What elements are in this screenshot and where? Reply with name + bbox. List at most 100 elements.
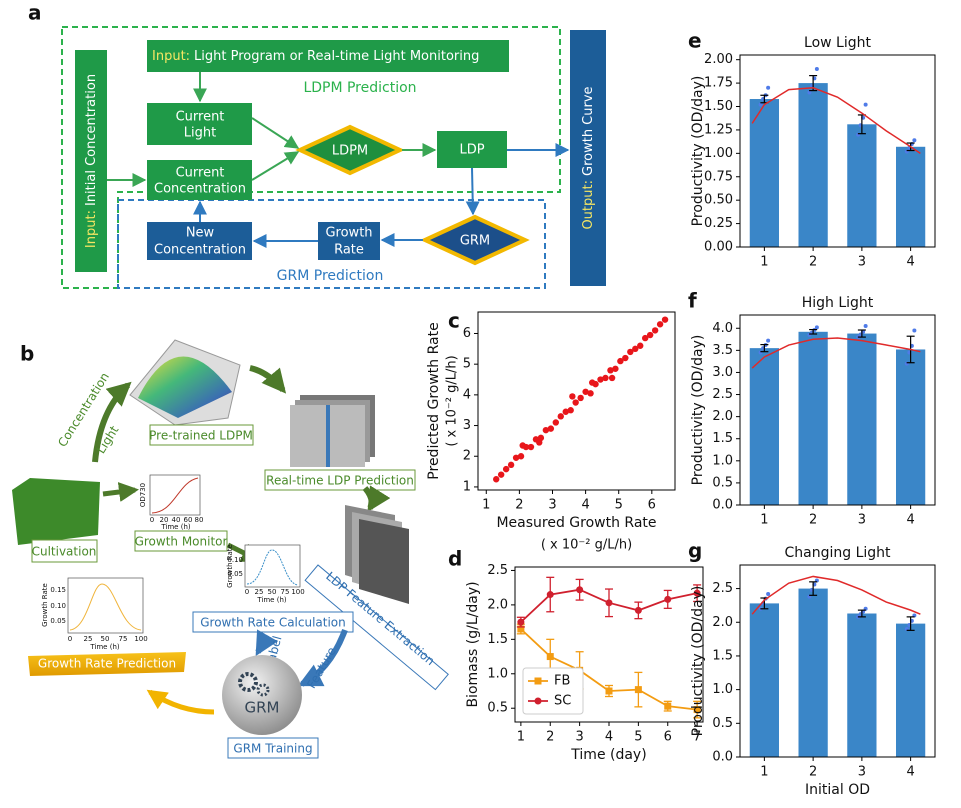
y-tick-label: 0.00 [704, 240, 733, 255]
x-tick-label: 1 [760, 765, 768, 780]
mini-ylabel: OD730 [139, 483, 147, 507]
arrow [297, 628, 348, 687]
y-tick-label: 0.0 [712, 498, 733, 513]
x-tick-label: 3 [858, 765, 866, 780]
point [589, 379, 596, 386]
x-tick-label: 2 [809, 255, 817, 270]
point [542, 426, 550, 434]
x-tick-label: 4 [581, 498, 589, 513]
y-tick-label: 2.0 [487, 597, 508, 612]
marker [546, 591, 554, 599]
ldp-highlight [326, 405, 330, 467]
node-text: Current [176, 110, 225, 125]
marker [634, 686, 642, 694]
y-tick-label: 1.50 [704, 99, 733, 114]
y-tick-label: 6 [463, 326, 471, 341]
x-tick-label: 4 [906, 765, 914, 780]
y-tick-label: 1.75 [704, 76, 733, 91]
mini-xlabel: Time (h) [256, 596, 287, 604]
node [147, 103, 252, 145]
point [632, 345, 639, 353]
x-tick-label: 2 [809, 765, 817, 780]
fit-curve [751, 337, 921, 369]
y-tick-label: 0.25 [704, 216, 733, 231]
node-text: Concentration [154, 243, 246, 258]
mini-tick: 40 [172, 516, 181, 524]
marker [605, 599, 613, 607]
label: Pre-trained LDPM [149, 429, 253, 443]
label: GRM Training [233, 742, 312, 756]
node [147, 160, 252, 200]
mini-ylabel: Growth Rate [226, 544, 234, 588]
point [502, 465, 510, 473]
mini-tick: 0 [245, 588, 249, 596]
y-tick-label: 5 [463, 357, 471, 372]
chart-title: Low Light [804, 35, 871, 51]
marker [517, 618, 525, 626]
mini-tick: 0.15 [50, 586, 66, 594]
marker [693, 589, 701, 597]
bar [798, 588, 828, 757]
label-box [149, 424, 254, 446]
bar [798, 331, 828, 505]
node-text: Concentration [154, 182, 246, 197]
mini-tick: 25 [255, 588, 264, 596]
mini-tick: 80 [195, 516, 204, 524]
point [512, 454, 520, 461]
marker [693, 706, 701, 714]
point [552, 419, 560, 426]
marker [605, 687, 613, 695]
replicate-point [814, 325, 819, 330]
mini-tick: 0.05 [227, 570, 243, 578]
y-tick-label: 4 [463, 387, 471, 402]
y-tick-label: 0.75 [704, 169, 733, 184]
mini-curve [69, 583, 142, 631]
y-tick-label: 2.0 [712, 615, 733, 630]
panel-label: d [448, 547, 462, 571]
point [637, 342, 644, 349]
panel-label: e [688, 29, 702, 53]
y-tick-label: 2.0 [712, 409, 733, 424]
point [587, 390, 594, 397]
cultivation-tank [12, 478, 100, 545]
bar [749, 603, 779, 757]
y-tick-label: 1.25 [704, 122, 733, 137]
point [661, 316, 669, 323]
y-tick-label: 1.5 [712, 431, 733, 446]
mini-tick: 0.10 [227, 556, 243, 564]
point [507, 461, 515, 469]
prediction-banner [28, 652, 186, 676]
mini-tick: 75 [281, 588, 290, 596]
output-bar [570, 30, 606, 286]
plot-frame [739, 564, 936, 758]
y-tick-label: 0.5 [487, 701, 508, 716]
input-text: Input: Light Program or Real-time Light M… [152, 49, 479, 64]
arrow [362, 485, 391, 513]
x-axis-label: Initial OD [805, 782, 870, 798]
mini-tick: 0.10 [50, 602, 66, 610]
region-title: LDPM Prediction [303, 80, 416, 96]
marker [634, 606, 642, 614]
mini-ylabel: Growth Rate [41, 583, 49, 627]
y-tick-label: 1.00 [704, 146, 733, 161]
node-text: LDP [459, 143, 484, 158]
x-tick-label: 3 [575, 730, 583, 745]
y-tick-label: 1.0 [712, 682, 733, 697]
point [577, 394, 584, 402]
mini-od: OD730 0 20 40 60 80 Time (h) [139, 474, 204, 531]
mini-tick: 25 [84, 635, 93, 643]
legend-box [522, 667, 584, 715]
point [646, 331, 654, 339]
diagram-a: Input: Light Program or Real-time Light M… [61, 26, 606, 289]
legend-label: FB [554, 674, 570, 689]
chart-title: High Light [802, 295, 874, 311]
mini-tick: 60 [184, 516, 193, 524]
mini-frame [244, 544, 301, 588]
x-tick-label: 2 [546, 730, 554, 745]
y-tick-label: 0.50 [704, 193, 733, 208]
panel-label: c [448, 309, 460, 333]
x-tick-label: 4 [906, 513, 914, 528]
label-box [304, 564, 449, 691]
node-text: Growth [325, 226, 372, 241]
point [567, 407, 574, 414]
